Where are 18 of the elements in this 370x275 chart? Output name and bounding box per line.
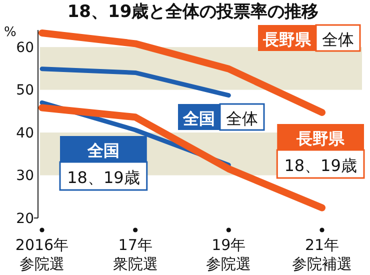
series-label: 全国 18、19歳 xyxy=(67,141,140,187)
x-tick-label: 19年参院選 xyxy=(206,236,252,273)
callout-label: 長野県 全体 xyxy=(258,24,361,52)
chart-title: 18、19歳と全体の投票率の推移 xyxy=(67,2,319,22)
x-tick-label: 17年衆院選 xyxy=(112,236,158,273)
x-tick-label: 2016年参院選 xyxy=(15,236,69,273)
series-label: 長野県 18、19歳 xyxy=(284,129,357,175)
y-tick-label: 40 xyxy=(16,125,34,142)
y-axis-title: % xyxy=(4,25,16,40)
callout-label: 長野県 18、19歳 xyxy=(276,124,365,179)
y-tick-label: 50 xyxy=(16,82,34,99)
callout-label: 全国 18、19歳 xyxy=(59,136,148,191)
callout-label: 全国 全体 xyxy=(178,103,265,131)
series-label: 全国 全体 xyxy=(182,109,258,128)
y-tick-label: 20 xyxy=(16,210,34,227)
x-tick-label: 21年参院補選 xyxy=(292,236,352,273)
y-tick-label: 30 xyxy=(16,168,34,184)
y-tick-label: 60 xyxy=(16,40,34,56)
